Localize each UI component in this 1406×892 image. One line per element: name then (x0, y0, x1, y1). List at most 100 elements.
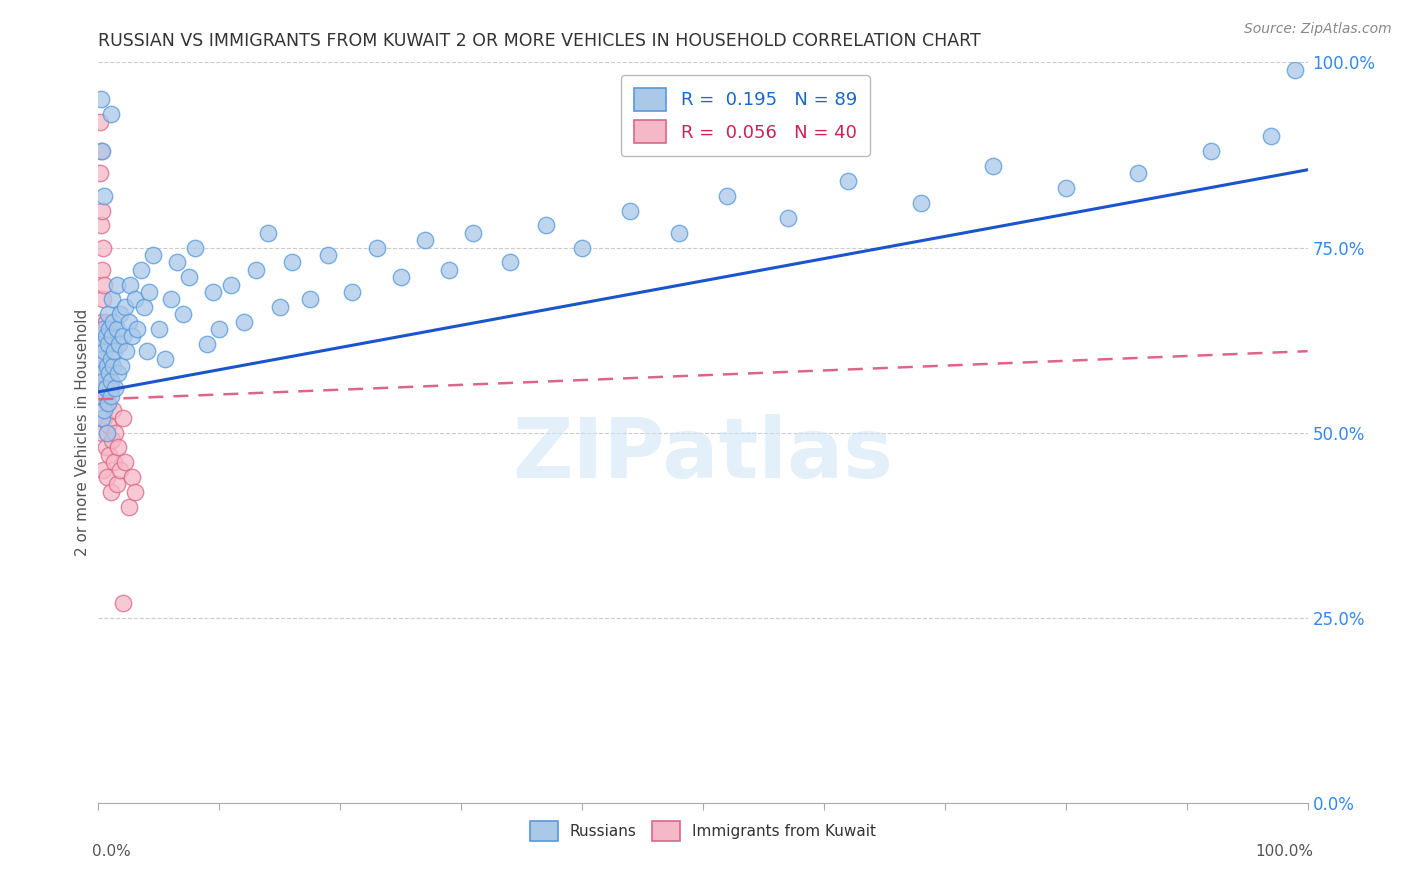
Point (389, 270, 412, 285)
Point (91, 293, 114, 307)
Point (127, 322, 149, 336)
Point (981, 159, 1004, 173)
Point (463, 226, 485, 240)
Point (105, 477, 128, 491)
Point (100, 329, 122, 343)
Point (316, 248, 339, 262)
Point (184, 240, 207, 255)
Point (342, 285, 364, 299)
Point (129, 262, 152, 277)
Point (134, 300, 156, 314)
Point (91, 314, 114, 328)
Point (121, 329, 143, 343)
Point (97, 396, 120, 410)
Text: RUSSIAN VS IMMIGRANTS FROM KUWAIT 2 OR MORE VEHICLES IN HOUSEHOLD CORRELATION CH: RUSSIAN VS IMMIGRANTS FROM KUWAIT 2 OR M… (98, 32, 981, 50)
Point (111, 329, 134, 343)
Point (111, 410, 134, 425)
Point (90, 388, 112, 402)
Point (118, 277, 141, 292)
Point (118, 314, 141, 328)
Point (91, 410, 114, 425)
Point (148, 322, 170, 336)
Point (101, 314, 124, 328)
Point (101, 403, 124, 417)
Point (90, 336, 112, 351)
Point (97, 336, 120, 351)
Point (89, 166, 111, 180)
Point (837, 174, 859, 188)
Legend: Russians, Immigrants from Kuwait: Russians, Immigrants from Kuwait (523, 814, 883, 848)
Point (121, 470, 143, 484)
Point (124, 293, 146, 307)
Point (96, 470, 118, 484)
Text: Source: ZipAtlas.com: Source: ZipAtlas.com (1244, 22, 1392, 37)
Point (413, 233, 436, 247)
Point (93, 188, 115, 202)
Point (96, 425, 118, 440)
Point (93, 344, 115, 359)
Point (1054, 181, 1077, 195)
Point (97, 307, 120, 321)
Point (90, 145, 112, 159)
Point (138, 285, 160, 299)
Point (366, 240, 388, 255)
Point (437, 262, 460, 277)
Y-axis label: 2 or more Vehicles in Household: 2 or more Vehicles in Household (75, 309, 90, 557)
Point (100, 484, 122, 499)
Point (97, 359, 120, 373)
Point (1199, 145, 1222, 159)
Point (135, 344, 157, 359)
Point (91, 262, 114, 277)
Point (93, 403, 115, 417)
Point (93, 410, 115, 425)
Point (269, 300, 291, 314)
Point (91, 351, 114, 366)
Point (94, 441, 117, 455)
Point (89, 388, 111, 402)
Point (498, 255, 520, 269)
Point (107, 441, 129, 455)
Point (91, 367, 114, 381)
Point (256, 226, 278, 240)
Point (91, 462, 114, 476)
Point (153, 351, 176, 366)
Point (101, 359, 124, 373)
Point (142, 248, 165, 262)
Point (90, 219, 112, 233)
Point (96, 359, 118, 373)
Point (107, 367, 129, 381)
Point (93, 336, 115, 351)
Point (195, 336, 218, 351)
Point (89, 114, 111, 128)
Point (91, 322, 114, 336)
Point (90, 351, 112, 366)
Text: 0.0%: 0.0% (93, 844, 131, 858)
Point (105, 277, 128, 292)
Point (100, 433, 122, 447)
Point (668, 226, 690, 240)
Point (1260, 129, 1282, 144)
Point (166, 255, 188, 269)
Point (91, 425, 114, 440)
Point (299, 293, 322, 307)
Point (105, 322, 128, 336)
Point (94, 329, 117, 343)
Text: 100.0%: 100.0% (1256, 844, 1313, 858)
Point (111, 596, 134, 610)
Point (245, 262, 267, 277)
Point (114, 455, 136, 469)
Point (1284, 62, 1306, 77)
Point (91, 145, 114, 159)
Point (179, 270, 201, 285)
Point (90, 92, 112, 106)
Point (124, 484, 146, 499)
Point (115, 344, 138, 359)
Point (160, 293, 183, 307)
Point (97, 418, 120, 433)
Point (104, 425, 127, 440)
Point (100, 381, 122, 395)
Point (100, 107, 122, 121)
Point (94, 314, 117, 328)
Point (91, 374, 114, 388)
Point (98, 448, 121, 462)
